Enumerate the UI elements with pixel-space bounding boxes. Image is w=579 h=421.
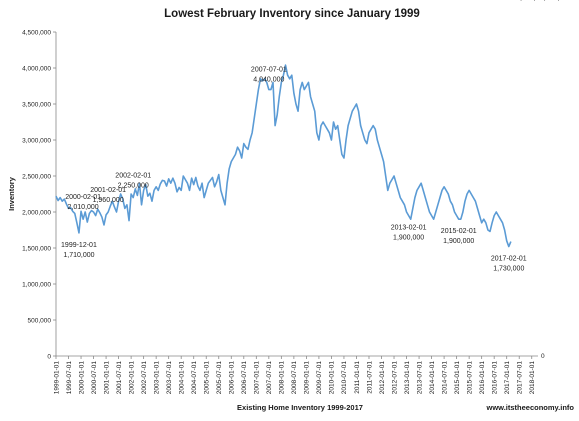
x-tick-label: 2008-07-01	[291, 361, 298, 395]
data-annotation: 2013-02-01 1,900,000	[391, 225, 427, 242]
y-tick-label: 2,000,000	[22, 209, 51, 216]
annotation-date: 2007-07-01	[251, 67, 287, 74]
x-tick-label: 2015-07-01	[466, 361, 473, 395]
x-tick-label: 2014-07-01	[441, 361, 448, 395]
annotation-value: 1,730,000	[493, 266, 524, 273]
annotation-date: 2001-02-01	[90, 187, 126, 194]
data-annotation: 2007-07-01 4,040,000	[251, 67, 287, 84]
x-tick-label: 2012-07-01	[391, 361, 398, 395]
x-tick-label: 2006-07-01	[241, 361, 248, 395]
annotation-value: 1,960,000	[93, 197, 124, 204]
x-tick-label: 2000-01-01	[78, 361, 85, 395]
annotation-date: 2000-02-01	[65, 194, 101, 201]
x-tick-label: 2011-01-01	[354, 361, 361, 394]
y-tick-label: 3,500,000	[22, 101, 51, 108]
x-tick-label: 2016-07-01	[491, 361, 498, 395]
data-annotation: 2018-02-011,590,000	[540, 0, 576, 2]
annotation-value: 1,590,000	[540, 0, 571, 2]
x-tick-label: 2018-01-01	[529, 361, 536, 395]
annotation-date: 2015-02-01	[441, 228, 477, 235]
annotation-value: 2,250,000	[118, 183, 149, 190]
axes	[55, 32, 538, 357]
annotation-value: 1,900,000	[443, 238, 474, 245]
data-annotation: 2015-02-01 1,900,000	[441, 228, 477, 245]
chart-title: Lowest February Inventory since January …	[164, 8, 420, 20]
x-tick-label: 2002-01-01	[128, 361, 135, 395]
x-tick-label: 2005-07-01	[216, 361, 223, 395]
data-annotation: 2000-02-01 2,010,000	[65, 194, 101, 211]
annotation-value: 1,520,000	[516, 0, 547, 2]
x-tick-label: 2013-01-01	[404, 361, 411, 395]
x-tick-label: 2005-01-01	[204, 361, 211, 395]
x-tick-label: 2003-01-01	[153, 361, 160, 395]
y-axis-label: Inventory	[7, 176, 16, 211]
annotation-date: 2002-02-01	[115, 173, 151, 180]
x-tick-label: 2003-07-01	[166, 361, 173, 395]
x-tick-label: 2010-07-01	[341, 361, 348, 395]
x-tick-label: 2012-01-01	[379, 361, 386, 395]
y-tick-label: 0	[47, 353, 51, 360]
annotation-date: 2018-02-01	[540, 0, 576, 2]
x-tick-label: 2009-07-01	[316, 361, 323, 395]
series-line	[55, 64, 512, 248]
x-tick-label: 2001-01-01	[103, 361, 110, 395]
x-tick-label: 2006-01-01	[229, 361, 236, 395]
x-axis-label: Existing Home Inventory 1999-2017	[237, 403, 363, 412]
x-tick-label: 2002-07-01	[141, 361, 148, 395]
y-tick-label: 2,500,000	[22, 173, 51, 180]
annotation-date: 2018-01-01	[514, 0, 550, 2]
annotations-group: 1999-12-011,710,0002000-02-012,010,00020…	[61, 0, 576, 273]
data-annotation: 1999-12-01 1,710,000	[61, 242, 97, 259]
annotation-value: 4,040,000	[253, 77, 284, 84]
x-tick-label: 2004-01-01	[178, 361, 185, 395]
x-tick-label: 2001-07-01	[116, 361, 123, 395]
annotation-value: 1,710,000	[63, 252, 94, 259]
x-tick-label: 2014-01-01	[429, 361, 436, 395]
x-tick-label: 2017-07-01	[517, 361, 524, 395]
data-annotation: 2002-02-01 2,250,000	[115, 173, 151, 190]
data-annotation: 2018-01-011,520,000	[514, 0, 550, 2]
x-tick-label: 2008-01-01	[279, 361, 286, 395]
x-tick-label: 2015-01-01	[454, 361, 461, 395]
annotation-date: 2013-02-01	[391, 225, 427, 232]
x-tick-label: 2004-07-01	[191, 361, 198, 395]
x-tick-label: 2007-07-01	[266, 361, 273, 395]
x-tick-label: 2009-01-01	[304, 361, 311, 395]
data-annotation: 2001-02-01 1,960,000	[90, 187, 126, 204]
annotation-value: 1,900,000	[393, 235, 424, 242]
y-tick-label: 500,000	[28, 317, 52, 324]
x-tick-label: 2017-01-01	[504, 361, 511, 395]
x-tick-label: 1999-01-01	[53, 361, 60, 395]
x-tick-label: 2016-01-01	[479, 361, 486, 395]
x-tick-labels: 1999-01-01 1999-07-01 2000-01-01 2000-07-01…	[53, 356, 536, 394]
y-tick-label: 1,000,000	[22, 281, 51, 288]
x-tick-label: 2013-07-01	[416, 361, 423, 395]
series-group	[55, 64, 512, 248]
right-axis-label: 0	[541, 353, 545, 360]
data-annotation: 2017-02-01 1,730,000	[491, 256, 527, 273]
y-tick-label: 4,500,000	[22, 29, 51, 36]
x-tick-label: 2007-01-01	[254, 361, 261, 395]
source-credit: www.itstheeconomy.info	[485, 403, 574, 412]
annotation-date: 2017-02-01	[491, 256, 527, 263]
x-tick-label: 1999-07-01	[66, 361, 73, 395]
annotation-value: 2,010,000	[68, 204, 99, 211]
y-tick-labels: 0 500,000 1,000,000 1,500,000 2,000,000 2,500…	[22, 29, 56, 360]
x-tick-label: 2010-01-01	[329, 361, 336, 395]
annotation-date: 1999-12-01	[61, 242, 97, 249]
y-tick-label: 1,500,000	[22, 245, 51, 252]
y-tick-label: 4,000,000	[22, 65, 51, 72]
y-tick-label: 3,000,000	[22, 137, 51, 144]
x-tick-label: 2000-07-01	[91, 361, 98, 395]
x-tick-label: 2011-07-01	[366, 361, 373, 394]
